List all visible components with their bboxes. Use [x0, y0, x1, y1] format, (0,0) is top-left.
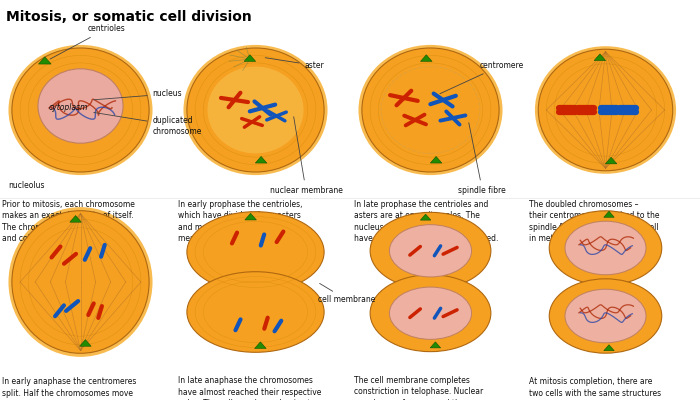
Ellipse shape: [565, 221, 646, 275]
Ellipse shape: [38, 69, 123, 143]
Polygon shape: [430, 156, 442, 163]
Text: The cell membrane completes
constriction in telophase. Nuclear
membranes form ar: The cell membrane completes constriction…: [354, 376, 483, 400]
Polygon shape: [594, 54, 606, 60]
Polygon shape: [244, 55, 256, 61]
Ellipse shape: [358, 45, 503, 175]
Text: centromere: centromere: [440, 61, 524, 94]
Polygon shape: [245, 213, 256, 220]
Polygon shape: [430, 342, 441, 348]
Ellipse shape: [389, 225, 472, 277]
Ellipse shape: [8, 45, 153, 175]
Ellipse shape: [8, 207, 153, 357]
Text: cytoplasm: cytoplasm: [48, 104, 88, 112]
Polygon shape: [420, 214, 430, 220]
Text: centrioles: centrioles: [50, 24, 125, 59]
Polygon shape: [421, 55, 432, 61]
Text: The doubled chromosomes –
their centromeres attached to the
spindle fibres – lin: The doubled chromosomes – their centrome…: [529, 200, 659, 243]
Ellipse shape: [187, 272, 324, 352]
Ellipse shape: [550, 211, 662, 285]
Ellipse shape: [183, 45, 328, 175]
Polygon shape: [80, 340, 91, 346]
Ellipse shape: [187, 48, 324, 172]
Polygon shape: [38, 57, 51, 64]
Polygon shape: [256, 156, 267, 163]
Polygon shape: [606, 157, 617, 164]
Ellipse shape: [370, 212, 491, 289]
Ellipse shape: [389, 287, 472, 339]
Ellipse shape: [207, 67, 304, 153]
Ellipse shape: [538, 49, 673, 171]
Polygon shape: [603, 211, 615, 217]
Text: In early anaphase the centromeres
split. Half the chromosomes move
to one pole, : In early anaphase the centromeres split.…: [2, 377, 136, 400]
Text: In late anaphase the chromosomes
have almost reached their respective
poles. The: In late anaphase the chromosomes have al…: [178, 376, 322, 400]
Polygon shape: [255, 342, 266, 348]
Ellipse shape: [535, 46, 676, 174]
Ellipse shape: [362, 48, 499, 172]
Text: spindle fibre: spindle fibre: [458, 123, 506, 194]
Ellipse shape: [565, 289, 646, 343]
Ellipse shape: [550, 279, 662, 353]
Text: In early prophase the centrioles,
which have divided, form asters
and move apart: In early prophase the centrioles, which …: [178, 200, 309, 243]
Text: cell membrane: cell membrane: [318, 284, 376, 304]
Ellipse shape: [12, 211, 149, 353]
Text: In late prophase the centrioles and
asters are at opposite poles. The
nucleus an: In late prophase the centrioles and aste…: [354, 200, 498, 243]
Text: nucleus: nucleus: [94, 90, 182, 100]
Text: Prior to mitosis, each chromosome
makes an exact duplicate of itself.
The chromo: Prior to mitosis, each chromosome makes …: [2, 200, 135, 243]
Text: At mitosis completion, there are
two cells with the same structures
and number o: At mitosis completion, there are two cel…: [529, 377, 662, 400]
Ellipse shape: [12, 48, 149, 172]
Polygon shape: [70, 216, 81, 222]
Polygon shape: [603, 345, 615, 351]
Text: nucleolus: nucleolus: [8, 181, 45, 190]
Text: Mitosis, or somatic cell division: Mitosis, or somatic cell division: [6, 10, 251, 24]
Text: aster: aster: [265, 58, 324, 70]
Text: nuclear membrane: nuclear membrane: [270, 117, 342, 194]
Ellipse shape: [370, 275, 491, 352]
Ellipse shape: [187, 212, 324, 292]
Text: duplicated
chromosome: duplicated chromosome: [94, 112, 202, 136]
